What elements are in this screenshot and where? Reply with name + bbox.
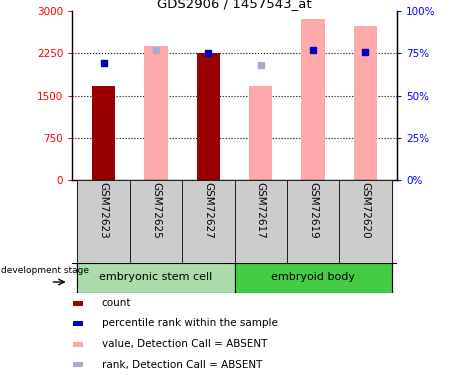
Bar	[301, 18, 325, 180]
Text: embryoid body: embryoid body	[271, 273, 355, 282]
Text: rank, Detection Call = ABSENT: rank, Detection Call = ABSENT	[101, 360, 262, 370]
Text: GSM72620: GSM72620	[360, 183, 370, 239]
Text: count: count	[101, 298, 131, 308]
Text: GSM72617: GSM72617	[256, 183, 266, 239]
Bar	[144, 46, 168, 180]
Bar	[78, 180, 130, 262]
Text: development stage: development stage	[1, 266, 89, 275]
Bar	[339, 180, 391, 262]
Bar	[197, 53, 220, 180]
Text: embryonic stem cell: embryonic stem cell	[99, 273, 212, 282]
FancyBboxPatch shape	[73, 362, 83, 368]
Text: GSM72619: GSM72619	[308, 183, 318, 239]
FancyBboxPatch shape	[73, 342, 83, 347]
Bar	[287, 180, 339, 262]
FancyBboxPatch shape	[73, 321, 83, 326]
Text: percentile rank within the sample: percentile rank within the sample	[101, 318, 277, 328]
FancyBboxPatch shape	[73, 300, 83, 306]
Bar	[78, 262, 235, 292]
Bar	[182, 180, 235, 262]
Bar	[235, 262, 391, 292]
Text: value, Detection Call = ABSENT: value, Detection Call = ABSENT	[101, 339, 267, 349]
Text: GSM72627: GSM72627	[203, 183, 213, 239]
Text: GSM72625: GSM72625	[151, 183, 161, 239]
Bar	[235, 180, 287, 262]
Bar	[92, 86, 115, 180]
Title: GDS2906 / 1457543_at: GDS2906 / 1457543_at	[157, 0, 312, 10]
Bar	[130, 180, 182, 262]
Bar	[354, 26, 377, 180]
Text: GSM72623: GSM72623	[99, 183, 109, 239]
Bar	[249, 86, 272, 180]
